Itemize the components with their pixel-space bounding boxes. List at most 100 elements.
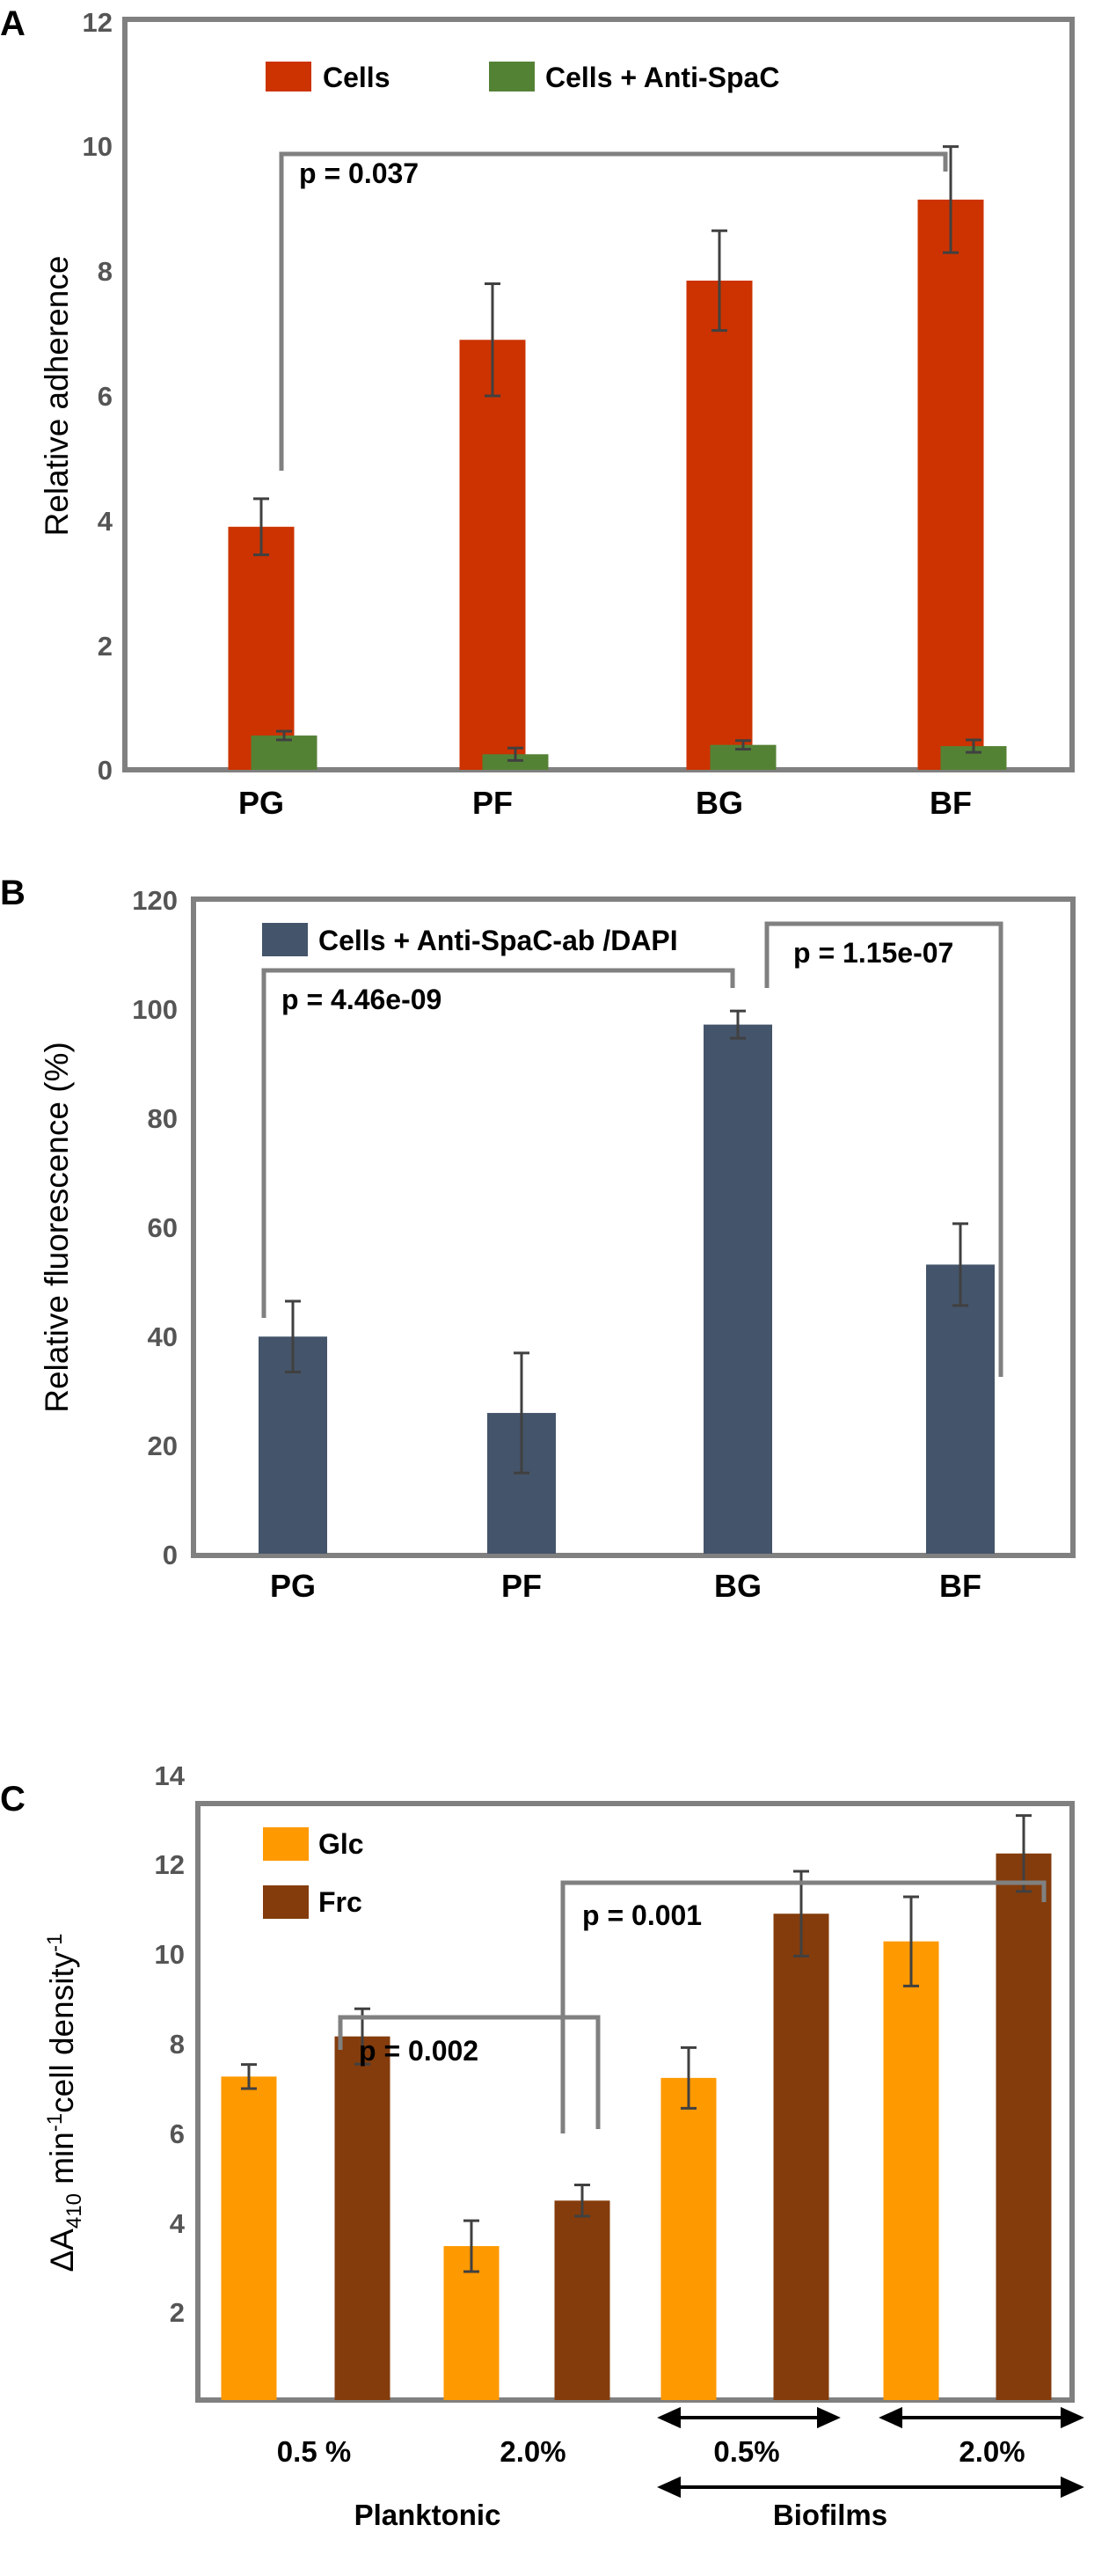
c-bar-1-1: [554, 2200, 610, 2400]
c-significance-bracket-bio: [560, 1880, 1047, 2133]
b-ytick-60: 60: [148, 1212, 178, 1243]
a-bar-1-0: [251, 735, 317, 770]
b-pvalue-label-1: p = 4.46e-09: [281, 984, 441, 1015]
panel-b: B 0 20 40 60 80 100 120 Relative fluores…: [0, 874, 1076, 1604]
panel-c-y-ticks: 2 4 6 8 10 12 14: [155, 1760, 186, 2328]
c-bar-0-3: [883, 1941, 939, 2400]
panel-c-legend: Glc Frc: [263, 1827, 364, 1919]
panel-c-y-axis-label: ΔA410 min-1cell density-1: [43, 1933, 86, 2272]
b-ytick-40: 40: [148, 1321, 178, 1352]
panel-c-bars: [221, 1814, 1052, 2400]
c-bar-0-2: [660, 2077, 717, 2400]
c-xlabel-plank-2-0: 2.0%: [500, 2435, 565, 2468]
panel-c: C 2 4 6 8 10 12 14 ΔA410 min-1cell densi…: [0, 1760, 1084, 2531]
c-bar-1-0: [334, 2036, 390, 2400]
c-ylabel-cell-density: cell density: [44, 1951, 80, 2113]
b-bar-0-2: [704, 1024, 772, 1554]
c-arrowhead-bio-0-5-right: [817, 2406, 841, 2429]
c-legend-swatch-glc: [263, 1827, 309, 1861]
a-xlabel-bf: BF: [930, 785, 972, 821]
b-ytick-80: 80: [148, 1103, 178, 1134]
panel-b-legend: Cells + Anti-SpaC-ab /DAPI: [262, 923, 678, 956]
a-ytick-8: 8: [98, 256, 113, 287]
a-xlabel-bg: BG: [696, 785, 743, 821]
panel-b-bars: [259, 1009, 995, 1554]
c-xlabel-bio-0-5: 0.5%: [713, 2435, 779, 2468]
a-bar-0-0: [228, 526, 295, 770]
c-xlabel-bio-2-0: 2.0%: [959, 2435, 1025, 2468]
a-bar-0-2: [686, 280, 753, 770]
c-ytick-12: 12: [155, 1849, 185, 1880]
c-bar-1-2: [773, 1914, 829, 2400]
a-xlabel-pg: PG: [238, 785, 284, 821]
panel-c-label: C: [0, 1780, 26, 1819]
a-pvalue-label: p = 0.037: [299, 157, 419, 189]
panel-a-x-labels: PG PF BG BF: [238, 785, 972, 821]
panel-b-y-ticks: 0 20 40 60 80 100 120: [132, 885, 178, 1570]
c-arrowhead-biofilms-right: [1061, 2476, 1084, 2499]
b-significance-bracket-pg-bg: [261, 968, 735, 1318]
panel-a-plot-frame: [122, 17, 1075, 772]
panel-b-x-labels: PG PF BG BF: [270, 1568, 981, 1604]
a-xlabel-pf: PF: [472, 785, 513, 821]
c-ytick-6: 6: [170, 2119, 185, 2149]
c-arrowhead-bio-2-0-right: [1061, 2406, 1084, 2429]
panel-b-label: B: [0, 874, 26, 912]
c-arrowhead-bio-0-5-left: [657, 2406, 681, 2429]
panel-b-y-axis-label: Relative fluorescence (%): [39, 1042, 75, 1413]
c-ylabel-subscript: 410: [62, 2193, 86, 2228]
b-significance-bracket-bg-bf: [764, 921, 1003, 1377]
a-ytick-12: 12: [83, 7, 113, 38]
b-pvalue-label-2: p = 1.15e-07: [793, 937, 953, 969]
b-bar-0-3: [926, 1264, 995, 1554]
panel-a-label: A: [0, 4, 26, 43]
panel-a: A 0 2 4 6 8 10 12 Relative adherence PG …: [0, 4, 1075, 821]
c-arrowhead-bio-2-0-left: [879, 2406, 902, 2429]
panel-c-group-arrows: [657, 2406, 1084, 2499]
panel-c-x-labels: 0.5 % 2.0% 0.5% 2.0% Planktonic Biofilms: [277, 2435, 1025, 2531]
panel-c-plot-frame: [195, 1801, 1075, 2403]
a-bar-1-1: [482, 754, 549, 770]
a-ytick-10: 10: [83, 131, 113, 162]
c-ytick-4: 4: [170, 2208, 186, 2239]
c-group-label-biofilms: Biofilms: [773, 2499, 887, 2531]
b-legend-swatch: [262, 923, 308, 956]
c-ylabel-superscript-2: -1: [43, 1933, 67, 1951]
c-bar-0-0: [221, 2076, 277, 2400]
c-ytick-8: 8: [170, 2029, 185, 2060]
c-xlabel-plank-0-5: 0.5 %: [277, 2435, 351, 2468]
c-ytick-14: 14: [155, 1760, 186, 1791]
a-ytick-2: 2: [98, 631, 113, 662]
a-legend-label-cells: Cells: [323, 62, 390, 93]
c-bar-1-3: [996, 1853, 1052, 2400]
a-legend-swatch-anti-spac: [489, 62, 535, 91]
c-ylabel-min: min: [44, 2132, 80, 2193]
c-significance-bracket-plank: [338, 2015, 601, 2129]
c-group-label-planktonic: Planktonic: [354, 2499, 501, 2531]
panel-c-significance: p = 0.002 p = 0.001: [338, 1880, 1047, 2133]
b-xlabel-bf: BF: [939, 1568, 981, 1604]
panel-a-significance: p = 0.037: [279, 151, 948, 471]
b-legend-label: Cells + Anti-SpaC-ab /DAPI: [318, 925, 678, 956]
c-ytick-2: 2: [170, 2297, 185, 2328]
c-legend-label-frc: Frc: [318, 1886, 362, 1918]
b-xlabel-pf: PF: [501, 1568, 542, 1604]
c-ylabel-superscript-1: -1: [43, 2113, 67, 2132]
c-arrowhead-biofilms-left: [657, 2476, 681, 2499]
b-ytick-120: 120: [132, 885, 178, 916]
a-ytick-0: 0: [98, 755, 113, 786]
c-ylabel-delta-a: ΔA: [44, 2228, 80, 2272]
c-ytick-10: 10: [155, 1939, 185, 1970]
c-legend-label-glc: Glc: [318, 1828, 364, 1860]
b-ytick-20: 20: [148, 1431, 178, 1461]
panel-a-y-ticks: 0 2 4 6 8 10 12: [83, 7, 113, 786]
panel-b-plot-frame: [191, 896, 1076, 1558]
panel-a-y-axis-label: Relative adherence: [39, 256, 75, 537]
a-bar-0-3: [917, 199, 984, 770]
c-pvalue-label-2: p = 0.001: [582, 1899, 702, 1931]
panel-a-bars: [228, 145, 1007, 770]
panel-a-legend: Cells Cells + Anti-SpaC: [266, 62, 779, 93]
c-pvalue-label-1: p = 0.002: [359, 2035, 478, 2067]
a-significance-bracket: [279, 151, 948, 471]
